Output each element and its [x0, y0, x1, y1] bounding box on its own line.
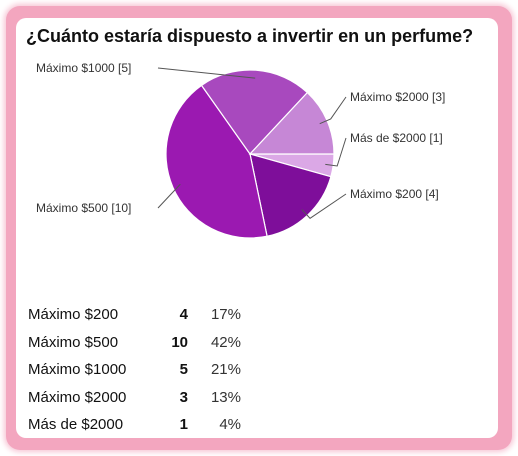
- pie-slice: [165, 84, 268, 239]
- callout-line: [157, 183, 181, 209]
- callout-label: Máximo $500 [10]: [36, 201, 131, 215]
- pie-slice: [200, 69, 309, 155]
- response-percent: 4%: [219, 416, 241, 434]
- response-count: 4: [179, 306, 188, 324]
- option-label: Máximo $1000: [28, 361, 127, 379]
- callout-line: [301, 193, 347, 219]
- option-label: Máximo $500: [28, 333, 119, 351]
- summary-row: Máximo $200 4 17%: [28, 301, 241, 329]
- response-count: 1: [179, 416, 188, 434]
- results-card: ¿Cuánto estaría dispuesto a invertir en …: [16, 18, 498, 438]
- response-count: 3: [179, 388, 188, 406]
- pie-chart: Más de $2000 [1] Máximo $200 [4] Máximo $5…: [36, 61, 445, 239]
- callout-label: Máximo $1000 [5]: [36, 61, 131, 75]
- response-count: 10: [171, 333, 188, 351]
- summary-row: Máximo $1000 5 21%: [28, 356, 241, 384]
- callout-line: [157, 67, 256, 79]
- callout-line: [319, 96, 347, 125]
- response-percent: 13%: [210, 388, 241, 406]
- response-percent: 42%: [210, 333, 241, 351]
- option-label: Máximo $2000: [28, 388, 127, 406]
- response-percent: 17%: [210, 306, 241, 324]
- option-label: Máximo $200: [28, 306, 119, 324]
- callout-label: Más de $2000 [1]: [350, 131, 443, 145]
- summary-row: Más de $2000 1 4%: [28, 411, 241, 438]
- summary-row: Máximo $2000 3 13%: [28, 384, 241, 412]
- chart-title: ¿Cuánto estaría dispuesto a invertir en …: [26, 26, 474, 46]
- option-label: Más de $2000: [28, 416, 124, 434]
- summary-row: Máximo $500 10 42%: [28, 329, 241, 357]
- response-percent: 21%: [210, 361, 241, 379]
- callout-label: Máximo $2000 [3]: [350, 90, 445, 104]
- response-count: 5: [179, 361, 188, 379]
- summary-table: Máximo $200 4 17% Máximo $500 10 42% Máximo $1…: [28, 301, 241, 438]
- callout-label: Máximo $200 [4]: [350, 187, 439, 201]
- callout-line: [325, 137, 347, 167]
